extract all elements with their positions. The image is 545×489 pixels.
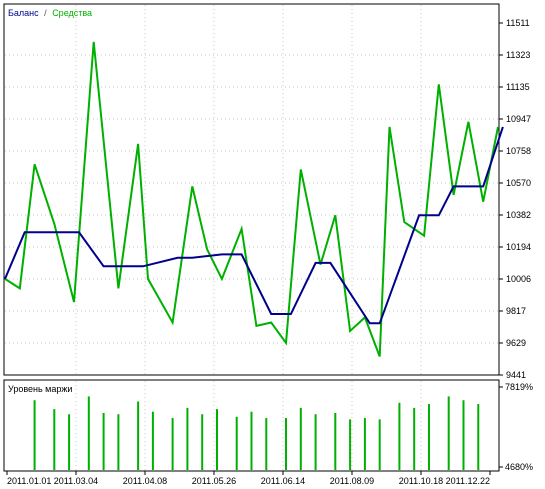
- margin-bar: [334, 412, 337, 470]
- margin-bar: [427, 404, 430, 470]
- margin-bar: [215, 409, 218, 470]
- x-tick-label: 2011.05.26: [192, 476, 236, 486]
- main-panel: 11511 11323 11135 10947 10758 10570 10382 10194…: [3, 3, 531, 380]
- margin-bar: [250, 411, 253, 470]
- y-tick-label: 9441: [506, 370, 526, 380]
- margin-bar: [462, 400, 465, 470]
- margin-bar: [314, 414, 317, 470]
- y-tick-label: 10194: [506, 242, 531, 252]
- main-series: [4, 41, 504, 357]
- margin-bar: [398, 402, 401, 470]
- margin-y-axis: 7819% 4680%: [499, 382, 533, 472]
- margin-bar: [186, 407, 189, 470]
- x-tick-label: 2011.08.09: [330, 476, 374, 486]
- legend-separator: /: [44, 8, 47, 18]
- equity-series-line: [4, 41, 499, 357]
- main-y-axis: 11511 11323 11135 10947 10758 10570 10382 10194…: [499, 18, 531, 380]
- margin-bar: [413, 407, 416, 470]
- main-plot-area: [3, 3, 500, 376]
- margin-bar: [378, 419, 381, 470]
- main-grid: [5, 5, 498, 374]
- margin-bar: [447, 396, 450, 470]
- margin-bar: [285, 418, 288, 470]
- y-tick-label: 9817: [506, 306, 526, 316]
- margin-bar: [363, 418, 366, 470]
- x-tick-label: 2011.06.14: [261, 476, 305, 486]
- margin-bar: [201, 414, 204, 470]
- x-tick-label: 2011.03.04: [54, 476, 98, 486]
- margin-bar: [477, 404, 480, 470]
- y-tick-label: 10758: [506, 146, 531, 156]
- x-tick-label: 2011.10.18: [399, 476, 443, 486]
- margin-bar: [349, 419, 352, 470]
- margin-bar: [33, 400, 36, 470]
- margin-bar: [102, 412, 105, 470]
- svg-text:Баланс / Средс: Баланс / Средства: [8, 8, 92, 18]
- margin-panel: 7819% 4680% Уровень маржи: [3, 379, 533, 472]
- margin-bars: [33, 396, 480, 470]
- margin-bar: [151, 411, 154, 470]
- x-axis: 2011.01.01 2011.03.04 2011.04.08 2011.05.26…: [6, 471, 491, 486]
- margin-panel-title: Уровень маржи: [8, 384, 72, 394]
- chart-legend: Баланс / Средства: [8, 8, 92, 18]
- margin-bar: [265, 418, 268, 470]
- margin-bar: [68, 414, 71, 470]
- y-tick-label: 11135: [506, 82, 530, 92]
- y-tick-label: 10947: [506, 114, 531, 124]
- y-tick-label: 11511: [506, 18, 530, 28]
- x-tick-label: 2011.04.08: [123, 476, 167, 486]
- margin-bar: [171, 418, 174, 470]
- x-tick-label: 2011.01.01: [7, 476, 51, 486]
- y-tick-label: 10006: [506, 274, 531, 284]
- x-tick-label: 2011.12.22: [446, 476, 490, 486]
- y-tick-label: 10382: [506, 210, 531, 220]
- margin-bar: [87, 396, 90, 470]
- legend-equity: Средства: [52, 8, 92, 18]
- y-tick-label: 9629: [506, 338, 526, 348]
- margin-y-tick-label: 7819%: [505, 382, 533, 392]
- margin-bar: [53, 409, 56, 470]
- margin-bar: [117, 414, 120, 470]
- margin-bar: [235, 416, 238, 470]
- margin-y-tick-label: 4680%: [505, 462, 533, 472]
- margin-bar: [137, 401, 140, 470]
- y-tick-label: 11323: [506, 50, 530, 60]
- y-tick-label: 10570: [506, 178, 531, 188]
- balance-series-line: [4, 126, 504, 325]
- margin-bar: [299, 407, 302, 470]
- legend-balance: Баланс: [8, 8, 39, 18]
- margin-grid: [75, 381, 422, 470]
